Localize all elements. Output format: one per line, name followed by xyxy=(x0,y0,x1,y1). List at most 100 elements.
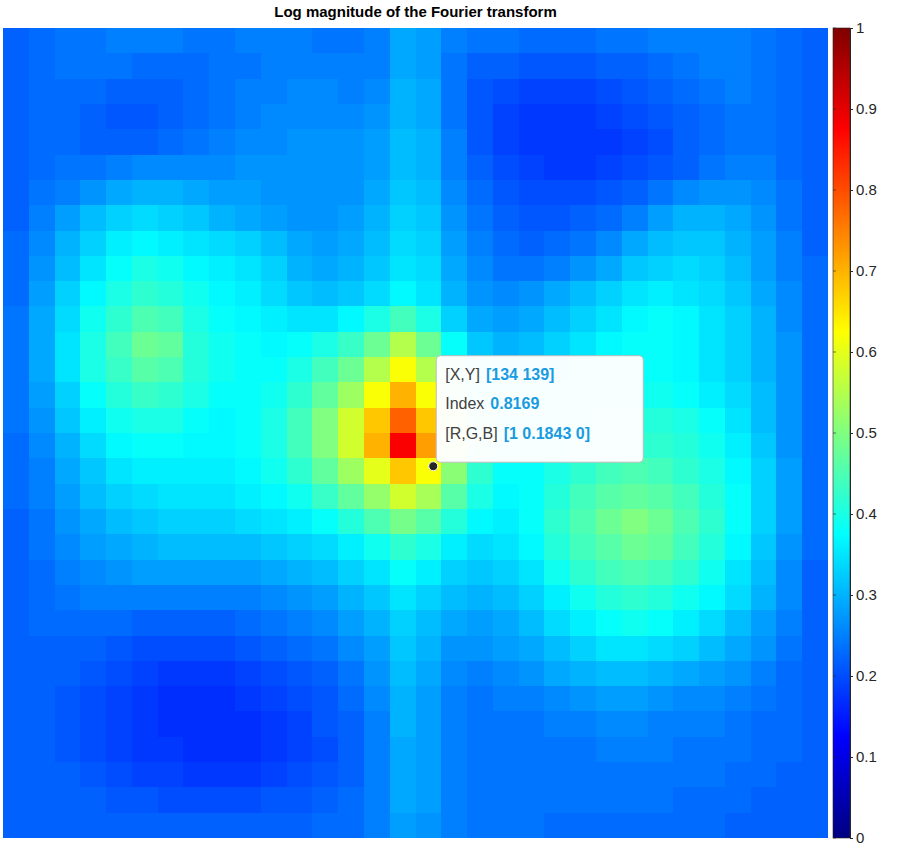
heatmap-cell xyxy=(287,382,313,408)
heatmap-cell xyxy=(751,711,777,737)
heatmap-cell xyxy=(287,28,313,54)
heatmap-cell xyxy=(751,458,777,484)
heatmap-cell xyxy=(132,787,158,813)
heatmap-cell xyxy=(80,53,106,79)
heatmap-cell xyxy=(441,79,467,105)
heatmap-cell xyxy=(29,711,55,737)
heatmap-cell xyxy=(235,509,261,535)
heatmap-cell xyxy=(570,661,596,687)
heatmap-cell xyxy=(106,610,132,636)
heatmap-cell xyxy=(776,762,802,788)
heatmap-cell xyxy=(29,53,55,79)
heatmap-cell xyxy=(132,180,158,206)
heatmap-cell xyxy=(261,813,287,838)
heatmap-cell xyxy=(183,155,209,181)
heatmap-cell xyxy=(106,433,132,459)
heatmap-cell xyxy=(183,28,209,54)
heatmap-cell xyxy=(132,79,158,105)
heatmap-cell xyxy=(441,155,467,181)
heatmap-cell xyxy=(209,711,235,737)
heatmap-cell xyxy=(648,534,674,560)
heatmap-cell xyxy=(338,813,364,838)
heatmap-cell xyxy=(338,357,364,383)
heatmap-cell xyxy=(29,382,55,408)
heatmap-cell xyxy=(312,433,338,459)
heatmap-cell xyxy=(29,610,55,636)
heatmap-cell xyxy=(467,636,493,662)
heatmap-cell xyxy=(648,53,674,79)
heatmap-cell xyxy=(235,737,261,763)
heatmap-cell xyxy=(287,686,313,712)
heatmap-cell xyxy=(364,737,390,763)
heatmap-cell xyxy=(183,686,209,712)
heatmap-cell xyxy=(364,332,390,358)
heatmap-cell xyxy=(622,610,648,636)
heatmap-cell xyxy=(3,762,29,788)
heatmap-cell xyxy=(106,129,132,155)
colorbar-tick-label: 0.2 xyxy=(856,667,877,684)
heatmap-cell xyxy=(132,711,158,737)
heatmap-cell xyxy=(158,155,184,181)
heatmap-cell xyxy=(209,762,235,788)
heatmap-cell xyxy=(416,256,442,282)
heatmap-cell xyxy=(312,636,338,662)
heatmap-cell xyxy=(312,484,338,510)
heatmap-cell xyxy=(648,737,674,763)
heatmap-cell xyxy=(287,787,313,813)
heatmap-cell xyxy=(338,382,364,408)
heatmap-cell xyxy=(106,155,132,181)
heatmap-cell xyxy=(312,458,338,484)
heatmap-cell xyxy=(673,332,699,358)
heatmap-cell xyxy=(776,408,802,434)
heatmap-cell xyxy=(725,686,751,712)
heatmap-cell xyxy=(235,408,261,434)
heatmap-cell xyxy=(390,813,416,838)
heatmap-cell xyxy=(725,560,751,586)
heatmap-cell xyxy=(235,762,261,788)
heatmap-cell xyxy=(390,332,416,358)
heatmap-cell xyxy=(261,205,287,231)
heatmap-cell xyxy=(390,104,416,130)
heatmap-cell xyxy=(55,458,81,484)
heatmap-cell xyxy=(132,256,158,282)
heatmap-cell xyxy=(235,53,261,79)
heatmap-cell xyxy=(55,332,81,358)
heatmap-cell xyxy=(55,610,81,636)
heatmap-cell xyxy=(673,281,699,307)
heatmap-cell xyxy=(416,129,442,155)
heatmap-cell xyxy=(751,509,777,535)
heatmap-cell xyxy=(776,560,802,586)
colorbar-tick: 0.3 xyxy=(850,586,877,603)
heatmap-cell xyxy=(183,585,209,611)
heatmap-cell xyxy=(441,129,467,155)
heatmap-cell xyxy=(467,281,493,307)
heatmap-cell xyxy=(441,281,467,307)
heatmap-cell xyxy=(493,104,519,130)
heatmap-cell xyxy=(416,737,442,763)
heatmap-cell xyxy=(338,79,364,105)
heatmap-cell xyxy=(3,433,29,459)
heatmap-cell xyxy=(158,281,184,307)
colorbar-tick: 0.4 xyxy=(850,505,877,522)
heatmap-cell xyxy=(183,509,209,535)
heatmap-cell xyxy=(338,306,364,332)
heatmap-cell xyxy=(132,382,158,408)
heatmap-cell xyxy=(725,104,751,130)
heatmap-cell xyxy=(493,28,519,54)
heatmap-cell xyxy=(570,79,596,105)
heatmap-cell xyxy=(673,813,699,838)
heatmap-cell xyxy=(416,231,442,257)
heatmap-cell xyxy=(622,104,648,130)
heatmap-cell xyxy=(416,610,442,636)
heatmap-cell xyxy=(364,104,390,130)
heatmap-cell xyxy=(441,509,467,535)
heatmap-cell xyxy=(312,534,338,560)
heatmap-cell xyxy=(622,661,648,687)
datatip: [X,Y][134 139]Index0.8169[R,G,B][1 0.184… xyxy=(436,356,643,463)
heatmap-cell xyxy=(287,231,313,257)
heatmap-cell xyxy=(570,686,596,712)
heatmap-cell xyxy=(235,787,261,813)
heatmap-cell xyxy=(467,79,493,105)
heatmap-cell xyxy=(725,661,751,687)
heatmap-cell xyxy=(235,79,261,105)
